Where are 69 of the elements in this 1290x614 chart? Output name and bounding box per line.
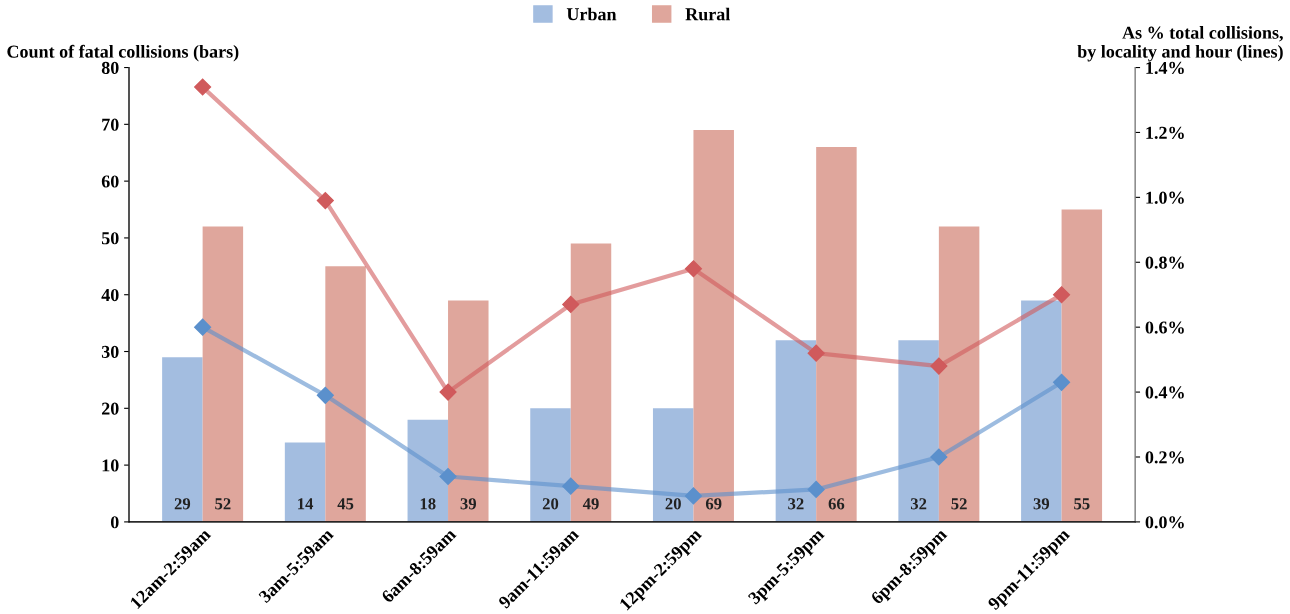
- y2-tick-label: 0.4%: [1145, 386, 1184, 399]
- data-label: 66: [828, 498, 845, 510]
- point: [1053, 286, 1071, 304]
- data-label: 20: [542, 498, 559, 510]
- y-tick-label: 0: [110, 516, 119, 529]
- bar: [1021, 300, 1062, 522]
- y-tick-label: 10: [102, 459, 119, 472]
- data-label: 69: [705, 498, 722, 510]
- data-label: 39: [460, 498, 477, 510]
- bar: [1061, 209, 1103, 522]
- data-label: 55: [1074, 498, 1090, 510]
- point: [316, 192, 334, 210]
- bar: [938, 226, 980, 522]
- y-axis-title: Count of fatal collisions (bars): [7, 44, 239, 62]
- y-tick-label: 20: [101, 402, 119, 415]
- bar: [530, 408, 571, 522]
- y2-tick-label: 0.8%: [1145, 256, 1184, 269]
- point: [439, 467, 457, 486]
- bar: [570, 243, 612, 522]
- y-tick-label: 40: [101, 288, 119, 302]
- point: [562, 295, 580, 314]
- bar: [202, 226, 244, 522]
- bar: [652, 408, 694, 522]
- y2-tick-label: 1.2%: [1146, 126, 1184, 139]
- bar: [693, 130, 734, 522]
- y2-tick-label: 1.0%: [1146, 191, 1184, 204]
- point: [807, 480, 825, 498]
- data-label: 45: [337, 498, 354, 510]
- bar: [162, 357, 203, 522]
- data-label: 14: [298, 498, 314, 510]
- point: [1053, 373, 1071, 391]
- y2-tick-label: 1.4%: [1146, 61, 1184, 75]
- data-label: 52: [215, 498, 231, 510]
- bar: [407, 419, 449, 522]
- point: [684, 487, 703, 505]
- bar: [448, 300, 489, 522]
- data-label: 29: [174, 498, 191, 510]
- y-tick-label: 50: [101, 232, 119, 245]
- point: [194, 318, 212, 336]
- data-label: 18: [420, 498, 436, 510]
- point: [194, 78, 212, 96]
- point: [316, 386, 334, 404]
- data-label: 49: [582, 498, 599, 510]
- data-label: 20: [665, 498, 681, 510]
- point: [930, 448, 948, 466]
- y2-axis-title: As % total collisions, by locality and hour (lines): [1077, 26, 1283, 62]
- y-tick-label: 80: [101, 61, 119, 74]
- point: [439, 383, 457, 401]
- y-tick-label: 60: [101, 175, 119, 188]
- point: [684, 260, 703, 278]
- point: [562, 477, 580, 495]
- y-tick-label: 30: [101, 345, 119, 358]
- y2-tick-label: 0.6%: [1145, 321, 1184, 334]
- bar: [325, 266, 366, 522]
- legend-label: Rural: [685, 7, 730, 21]
- data-label: 39: [1033, 498, 1050, 510]
- legend-label: Urban: [566, 7, 617, 21]
- data-label: 32: [788, 498, 804, 510]
- data-label: 52: [951, 498, 967, 510]
- bar: [284, 442, 326, 522]
- y2-tick-label: 0.2%: [1145, 451, 1184, 464]
- bar: [898, 340, 939, 522]
- y2-tick-label: 0.0%: [1145, 516, 1184, 529]
- point: [807, 344, 825, 362]
- point: [930, 357, 948, 375]
- data-label: 32: [910, 498, 927, 510]
- bar: [775, 340, 817, 522]
- bar: [816, 147, 857, 522]
- y-tick-label: 70: [102, 118, 119, 131]
